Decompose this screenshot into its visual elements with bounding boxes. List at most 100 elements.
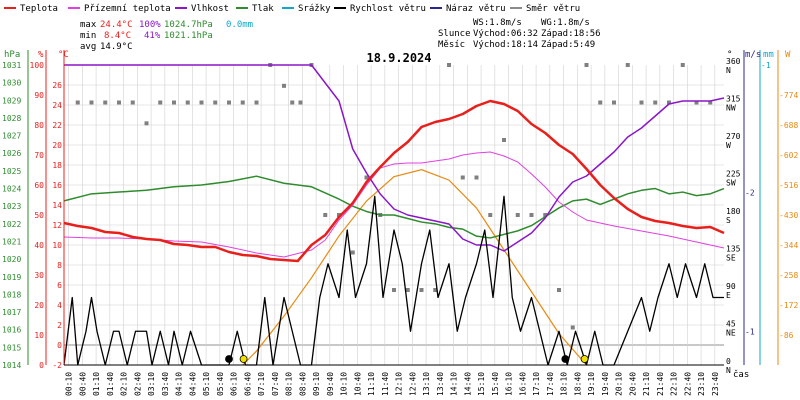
x-tick-label: 05:10 [202,372,211,396]
wind-direction-point [172,100,176,105]
wind-direction-point [254,100,259,105]
humidity-tick-label: 40 [34,241,44,250]
sun-set: Západ:18:56 [541,29,601,39]
humidity-tick-label: 50 [34,211,44,220]
x-tick-label: 06:10 [230,372,239,396]
wind-direction-point [708,100,713,105]
pressure-tick-label: 1029 [2,96,21,105]
humidity-tick-label: 100 [30,61,45,70]
humidity-tick-label: 80 [34,121,44,130]
series-layer [63,63,725,366]
x-tick-label: 04:10 [175,372,184,396]
wind-ws: WS:1.8m/s [473,18,522,28]
wind-direction-point [460,175,465,180]
pressure-tick-label: 1025 [2,167,21,176]
wind-direction-point [502,138,506,142]
stat-max-temp: 24.4°C [100,20,133,30]
pressure-tick-label: 1026 [2,149,21,158]
astro-block: WS:1.8m/s WG:1.8m/s Slunce Východ:06:32 … [438,18,601,50]
legend-tlak: Tlak [252,4,274,14]
x-tick-label: 14:10 [450,372,459,396]
direction-tick-name: N [726,366,731,375]
legend-rychlost: Rychlost větru [350,4,426,14]
temp-tick-label: 0 [57,341,62,350]
stat-min-press: 1021.1hPa [164,31,213,41]
wind-direction-point [419,288,424,292]
pressure-tick-label: 1030 [2,79,21,88]
legend-smer: Směr větru [526,4,580,14]
x-tick-label: 14:40 [463,372,472,396]
x-tick-label: 20:40 [628,372,637,396]
x-tick-label: 00:10 [65,372,74,396]
wind-direction-point [680,63,685,67]
wind-direction-point [447,63,451,67]
x-tick-label: 08:10 [285,372,294,396]
pressure-tick-label: 1019 [2,273,21,282]
stat-max-label: max [80,20,97,30]
rain-tick-label: -1 [761,61,771,70]
temp-tick-label: 18 [52,161,62,170]
pressure-tick-label: 1021 [2,237,21,246]
series-vlhkost [64,64,725,252]
axis-title-pressure: hPa [4,50,20,60]
legend-vlhkost: Vlhkost [191,4,229,14]
stat-min-temp: 8.4°C [104,31,131,41]
x-tick-label: 03:10 [147,372,156,396]
moon-label: Měsíc [438,40,465,50]
moon-rise: Východ:18:14 [473,40,538,50]
wind-direction-point [625,63,630,67]
wind-direction-point [584,63,589,67]
direction-tick-label: 180 [726,207,741,216]
radiation-tick-label: -430 [779,211,798,220]
axis-title-radiation: W [785,50,791,60]
moonset-marker [225,355,233,363]
x-tick-label: 06:40 [243,372,252,396]
legend: Teplota Přízemní teplota Vlhkost Tlak Sr… [4,4,580,14]
pressure-tick-label: 1020 [2,255,21,264]
wind-direction-point [350,250,355,255]
direction-tick-label: 90 [726,282,736,291]
wind-direction-point [185,100,190,105]
temp-tick-label: 24 [52,101,62,110]
direction-tick-name: S [726,216,731,225]
humidity-tick-label: 60 [34,181,44,190]
legend-naraz: Náraz větru [446,4,506,14]
radiation-tick-label: -516 [779,181,798,190]
stats-block: max 24.4°C 100% 1024.7hPa 0.0mm min 8.4°… [80,20,253,52]
humidity-tick-label: 90 [34,91,44,100]
series-rychlost-větru [63,195,724,366]
series-tlak [63,175,725,239]
direction-tick-name: N [726,66,731,75]
direction-tick-label: 225 [726,170,741,179]
x-tick-label: 09:10 [312,372,321,396]
series-přízemní-teplota [63,151,725,258]
x-tick-label: 04:40 [188,372,197,396]
temp-tick-label: 10 [52,241,62,250]
pressure-tick-label: 1023 [2,202,21,211]
pressure-tick-label: 1028 [2,114,21,123]
x-tick-label: 21:40 [656,372,665,396]
series-teplota [63,99,725,263]
x-tick-label: 07:40 [271,372,280,396]
temp-tick-label: -2 [52,361,62,370]
wind-tick-label: -2 [745,189,755,198]
humidity-tick-label: 10 [34,331,44,340]
pressure-tick-label: 1018 [2,290,21,299]
temp-tick-label: 2 [57,321,62,330]
wind-direction-point [337,213,341,217]
wind-tick-label: -1 [745,327,755,336]
x-tick-label: 09:40 [326,372,335,396]
stat-min-hum: 41% [144,31,161,41]
x-tick-label: 13:40 [436,372,445,396]
pressure-tick-label: 1027 [2,132,21,141]
x-tick-label: 02:10 [120,372,129,396]
axis-title-humidity: % [38,50,44,60]
x-tick-label: 22:10 [670,372,679,396]
x-tick-label: 13:10 [422,372,431,396]
direction-tick-name: E [726,291,731,300]
wind-direction-point [529,213,534,217]
wind-direction-point [130,100,135,105]
direction-tick-label: 135 [726,245,741,254]
sun-curve [242,169,587,366]
